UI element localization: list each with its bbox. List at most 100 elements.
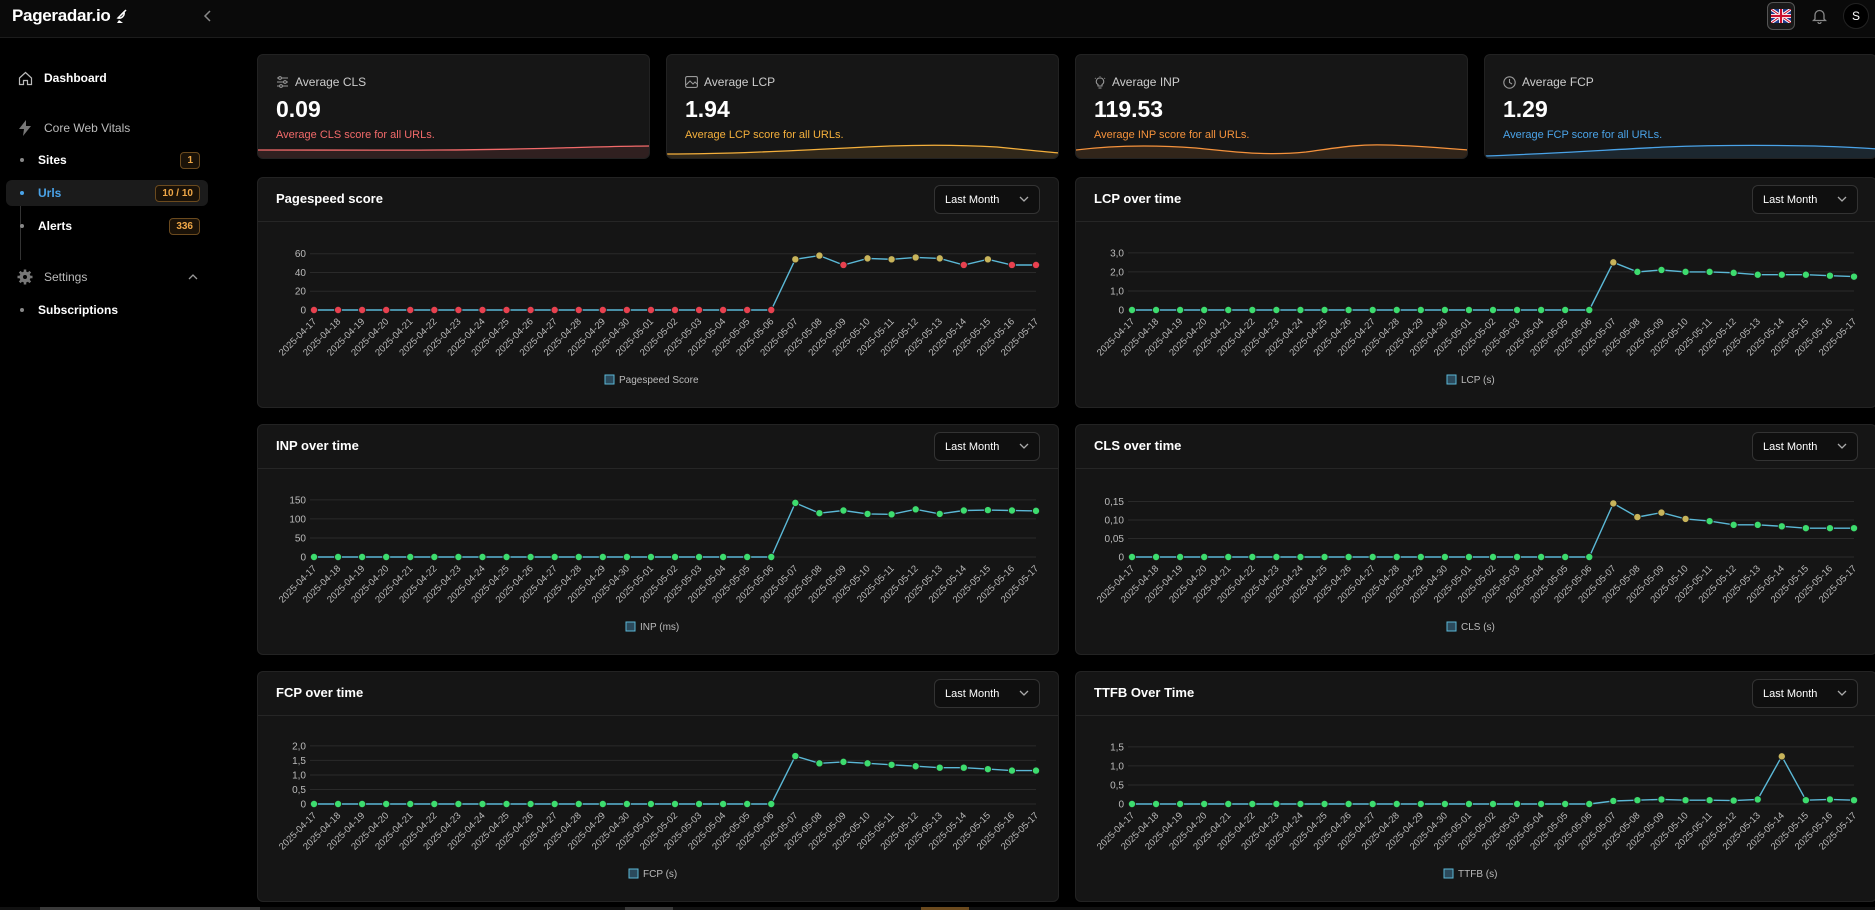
- data-point: [1729, 796, 1738, 805]
- stat-label: Average INP: [1112, 75, 1180, 89]
- data-point: [430, 800, 439, 809]
- sidebar-group-settings[interactable]: Settings: [6, 264, 208, 290]
- legend-swatch: [1443, 868, 1454, 879]
- sidebar-item-urls[interactable]: Urls 10 / 10: [6, 180, 208, 206]
- period-select[interactable]: Last Month: [1752, 432, 1858, 461]
- stat-value: 0.09: [276, 96, 321, 122]
- app-logo[interactable]: Pageradar.io: [12, 6, 131, 26]
- data-point: [478, 306, 487, 315]
- sidebar-item-dashboard[interactable]: Dashboard: [6, 65, 208, 91]
- panel-divider: [1076, 715, 1875, 716]
- sidebar-item-sites[interactable]: Sites 1: [6, 147, 208, 173]
- data-point: [1248, 553, 1257, 562]
- user-avatar[interactable]: S: [1843, 3, 1869, 29]
- data-point: [1344, 800, 1353, 809]
- period-select[interactable]: Last Month: [934, 185, 1040, 214]
- data-point: [911, 505, 920, 514]
- data-point: [1753, 795, 1762, 804]
- period-select[interactable]: Last Month: [934, 432, 1040, 461]
- panel-divider: [1076, 221, 1875, 222]
- data-point: [959, 260, 968, 269]
- logo-text: Pageradar.io: [12, 6, 111, 25]
- data-point: [1128, 553, 1137, 562]
- collapse-sidebar-button[interactable]: [196, 4, 220, 28]
- data-point: [1537, 306, 1546, 315]
- lcp-sparkline: [667, 144, 1058, 158]
- legend-label: INP (ms): [640, 622, 679, 633]
- sidebar-item-subscriptions[interactable]: Subscriptions: [6, 297, 208, 323]
- y-tick-label: 0: [1118, 553, 1124, 564]
- chevron-left-icon: [203, 10, 211, 22]
- data-point: [815, 759, 824, 768]
- bottom-scroll-strip: [0, 907, 1875, 910]
- data-point: [1850, 796, 1859, 805]
- period-select[interactable]: Last Month: [934, 679, 1040, 708]
- data-point: [1801, 270, 1810, 279]
- data-point: [310, 306, 319, 315]
- data-point: [1633, 796, 1642, 805]
- legend-swatch: [625, 621, 636, 632]
- y-tick-label: 0,05: [1105, 534, 1125, 545]
- data-point: [502, 553, 511, 562]
- period-select[interactable]: Last Month: [1752, 679, 1858, 708]
- data-point: [1488, 306, 1497, 315]
- chart-panel-fcp: FCP over time Last Month 0 0,5 1,0 1,5 2,0 20…: [257, 671, 1059, 902]
- image-icon: [685, 76, 698, 88]
- data-point: [1657, 795, 1666, 804]
- data-point: [1777, 270, 1786, 279]
- data-point: [334, 553, 343, 562]
- alerts-count-badge: 336: [169, 217, 200, 235]
- data-point: [454, 800, 463, 809]
- data-point: [887, 255, 896, 264]
- strip-segment: [921, 907, 969, 910]
- data-point: [959, 763, 968, 772]
- data-point: [1296, 800, 1305, 809]
- data-point: [1440, 306, 1449, 315]
- data-point: [1561, 553, 1570, 562]
- data-point: [1825, 271, 1834, 280]
- panel-divider: [1076, 468, 1875, 469]
- chart-title: Pagespeed score: [276, 191, 383, 206]
- data-point: [1609, 499, 1618, 508]
- series-line: [314, 254, 1036, 311]
- data-point: [1464, 553, 1473, 562]
- data-point: [1152, 306, 1161, 315]
- series-line: [1132, 502, 1854, 558]
- language-switcher-button[interactable]: [1767, 2, 1795, 30]
- sidebar-group-label: Core Web Vitals: [44, 121, 131, 135]
- sliders-icon: [277, 76, 288, 88]
- data-point: [1224, 553, 1233, 562]
- series-line: [314, 501, 1037, 558]
- panel-divider: [258, 221, 1058, 222]
- sidebar-group-core-web-vitals[interactable]: Core Web Vitals: [6, 115, 208, 141]
- data-point: [767, 553, 776, 562]
- chevron-up-icon: [188, 274, 198, 280]
- data-point: [454, 553, 463, 562]
- data-point: [1609, 796, 1618, 805]
- data-point: [1801, 796, 1810, 805]
- data-point: [1032, 260, 1041, 269]
- data-point: [1585, 553, 1594, 562]
- series-line: [1132, 261, 1855, 311]
- stat-label: Average CLS: [295, 75, 367, 89]
- period-select-value: Last Month: [1763, 440, 1818, 453]
- data-point: [382, 553, 391, 562]
- y-tick-label: 50: [295, 533, 307, 544]
- notifications-button[interactable]: [1805, 2, 1833, 30]
- stat-card-cls: Average CLS 0.09 Average CLS score for a…: [257, 54, 650, 159]
- legend-swatch: [1446, 374, 1457, 385]
- y-tick-label: 0: [300, 800, 306, 811]
- data-point: [1248, 800, 1257, 809]
- data-point: [334, 306, 343, 315]
- y-tick-label: 1,0: [1110, 761, 1124, 772]
- legend-label: TTFB (s): [1458, 869, 1497, 880]
- sidebar-item-alerts[interactable]: Alerts 336: [6, 213, 208, 239]
- clock-icon: [1503, 75, 1516, 89]
- period-select[interactable]: Last Month: [1752, 185, 1858, 214]
- data-point: [1777, 522, 1786, 531]
- data-point: [1344, 553, 1353, 562]
- data-point: [1176, 306, 1185, 315]
- data-point: [1368, 553, 1377, 562]
- legend-label: CLS (s): [1461, 622, 1495, 633]
- legend-label: Pagespeed Score: [619, 375, 699, 386]
